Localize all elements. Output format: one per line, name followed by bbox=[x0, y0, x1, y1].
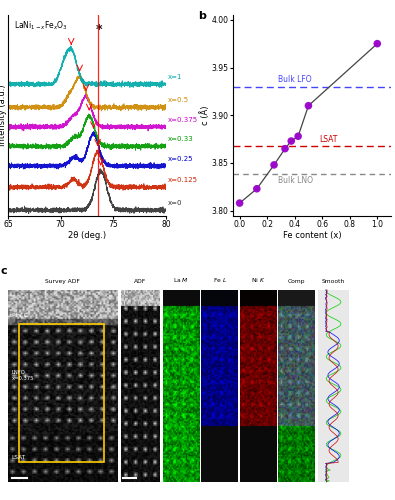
Point bbox=[271, 161, 277, 169]
X-axis label: 2θ (deg.): 2θ (deg.) bbox=[68, 232, 106, 240]
Text: LSAT: LSAT bbox=[320, 135, 338, 144]
Text: Smooth: Smooth bbox=[322, 280, 345, 284]
Text: x=0.125: x=0.125 bbox=[168, 177, 198, 183]
Text: Survey ADF: Survey ADF bbox=[45, 280, 80, 284]
Point bbox=[305, 102, 312, 110]
Text: Comp: Comp bbox=[288, 280, 305, 284]
Text: LNFO
x=0.375: LNFO x=0.375 bbox=[12, 370, 34, 382]
Y-axis label: Intensity (a.u.): Intensity (a.u.) bbox=[0, 84, 6, 146]
Text: La $\it{M}$: La $\it{M}$ bbox=[173, 276, 189, 284]
Text: Fe $\it{L}$: Fe $\it{L}$ bbox=[213, 276, 227, 284]
Text: LSAT: LSAT bbox=[12, 455, 26, 460]
Point bbox=[288, 137, 294, 145]
Point bbox=[374, 40, 380, 48]
Text: Bulk LFO: Bulk LFO bbox=[278, 74, 312, 84]
Text: x=0.375: x=0.375 bbox=[168, 116, 198, 122]
Text: x=0.25: x=0.25 bbox=[168, 156, 193, 162]
Text: b: b bbox=[198, 11, 206, 21]
Text: x=1: x=1 bbox=[168, 74, 182, 80]
Text: Ni $\it{K}$: Ni $\it{K}$ bbox=[251, 276, 265, 284]
Text: c: c bbox=[0, 266, 7, 276]
Bar bbox=[318, 290, 349, 482]
Text: x=0.33: x=0.33 bbox=[168, 136, 194, 142]
Text: x=0.5: x=0.5 bbox=[168, 97, 189, 103]
Text: LaNi$_{1-x}$Fe$_x$O$_3$: LaNi$_{1-x}$Fe$_x$O$_3$ bbox=[14, 19, 68, 32]
Point bbox=[295, 132, 301, 140]
Text: x=0: x=0 bbox=[168, 200, 182, 206]
Text: *: * bbox=[96, 24, 102, 36]
Text: ADF: ADF bbox=[134, 280, 146, 284]
Y-axis label: c (Å): c (Å) bbox=[200, 106, 210, 125]
Text: Bulk LNO: Bulk LNO bbox=[278, 176, 313, 186]
Point bbox=[237, 199, 243, 207]
Point bbox=[254, 185, 260, 193]
Text: Pt / C: Pt / C bbox=[12, 313, 28, 318]
Point bbox=[282, 144, 288, 152]
X-axis label: Fe content (x): Fe content (x) bbox=[282, 232, 341, 240]
Bar bbox=[19, 324, 103, 462]
